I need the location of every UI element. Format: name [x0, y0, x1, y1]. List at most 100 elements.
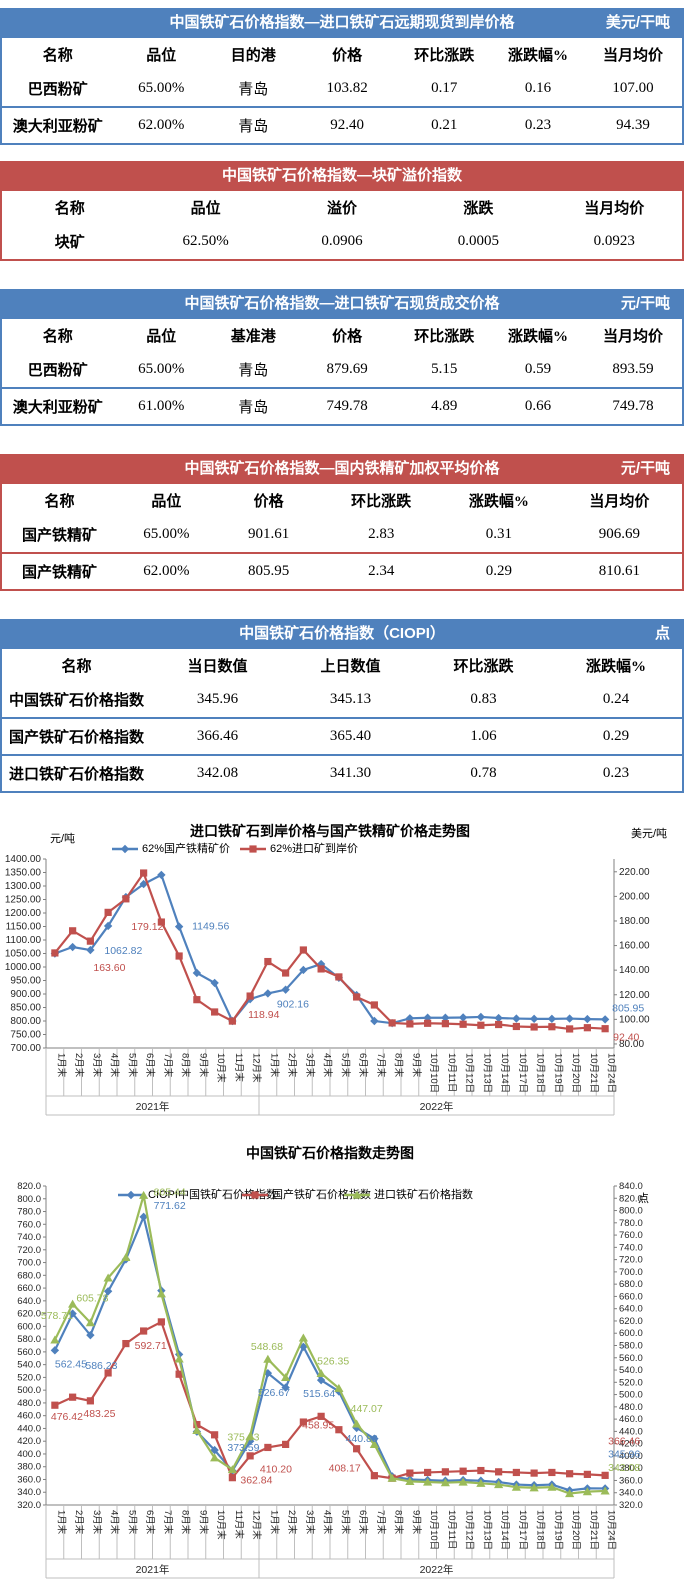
left-axis-tick-label: 900.00 [10, 989, 41, 1000]
right-axis-tick-label: 100.00 [619, 1014, 650, 1025]
header-row: 名称 品位 价格 环比涨跌 涨跌幅% 当月均价 [1, 484, 683, 517]
value-cell: 0.78 [470, 765, 497, 781]
value-cell: 青岛 [238, 82, 269, 98]
right-axis-tick-label: 220.00 [619, 867, 650, 878]
value-cell: 749.78 [612, 398, 654, 414]
left-axis-tick-label: 1250.00 [5, 895, 42, 906]
value-cell: 366.46 [196, 728, 239, 744]
x-axis-tick-label: 9月末 [197, 1053, 209, 1078]
column-header: 名称 [42, 329, 73, 345]
left-axis-tick-label: 1100.00 [6, 935, 42, 946]
legend-label: CIOPI中国铁矿石价格指数 [148, 1187, 277, 1201]
row-name-cell: 国产铁矿石价格指数 [9, 730, 145, 746]
column-header: 价格 [253, 494, 284, 510]
right-axis-tick-label: 400.0 [619, 1451, 643, 1462]
right-axis-tick-label: 200.00 [619, 891, 650, 902]
x-axis-tick-label: 4月末 [109, 1053, 121, 1078]
column-header: 当月均价 [589, 494, 650, 510]
data-point-label: 440.88 [346, 1433, 378, 1445]
data-point-label: 366.46 [608, 1435, 640, 1447]
right-axis-tick-label: 520.0 [619, 1377, 643, 1388]
left-axis-tick-label: 1150.00 [6, 922, 42, 933]
table-title: 中国铁矿石价格指数（CIOPI） [239, 625, 445, 642]
row-name-cell: 澳大利亚粉矿 [12, 119, 103, 135]
column-header: 当月均价 [603, 329, 664, 345]
value-cell: 0.83 [470, 691, 497, 707]
column-header: 名称 [61, 659, 92, 675]
left-axis-tick-label: 760.0 [17, 1219, 41, 1230]
x-axis-tick-label: 10月21日 [588, 1053, 599, 1093]
x-axis-tick-label: 2月末 [286, 1053, 298, 1078]
value-cell: 61.00% [138, 398, 185, 414]
table-row: 巴西粉矿 65.00% 青岛 879.69 5.15 0.59 893.59 [1, 352, 683, 388]
right-axis-tick-label: 560.0 [619, 1353, 643, 1364]
value-cell: 107.00 [612, 80, 654, 96]
column-header: 名称 [54, 201, 85, 217]
x-axis-tick-label: 3月末 [91, 1053, 103, 1078]
value-cell: 0.23 [602, 765, 630, 781]
data-point-label: 458.95 [302, 1419, 334, 1431]
column-header: 环比涨跌 [414, 48, 475, 64]
x-axis-tick-label: 5月末 [126, 1053, 138, 1078]
year-group-label: 2021年 [136, 1100, 170, 1113]
left-axis-tick-label: 600.0 [17, 1321, 41, 1332]
value-cell: 901.61 [248, 526, 290, 542]
data-point-label: 410.20 [260, 1463, 292, 1475]
right-axis-tick-label: 140.00 [619, 965, 650, 976]
left-axis-tick-label: 820.0 [17, 1181, 41, 1192]
table-row: 澳大利亚粉矿 62.00% 青岛 92.40 0.21 0.23 94.39 [1, 107, 683, 144]
column-header: 品位 [146, 329, 177, 345]
year-group-label: 2022年 [420, 1563, 454, 1576]
legend-item: 62%进口矿到岸价 [240, 842, 358, 855]
year-group-label: 2022年 [420, 1100, 454, 1113]
table-unit-label: 元/干吨 [620, 295, 670, 312]
right-axis-tick-label: 360.0 [619, 1475, 643, 1486]
value-cell: 0.59 [524, 361, 552, 377]
legend-label: 62%国产铁精矿价 [142, 841, 230, 855]
right-axis-tick-label: 800.0 [619, 1206, 643, 1217]
value-cell: 906.69 [598, 526, 641, 542]
data-point-label: 578.71 [41, 1310, 73, 1322]
x-axis-tick-label: 10月18日 [535, 1510, 546, 1550]
table-row: 巴西粉矿 65.00% 青岛 103.82 0.17 0.16 107.00 [1, 71, 683, 107]
value-cell: 0.0923 [593, 233, 635, 249]
left-axis-tick-label: 440.0 [17, 1423, 41, 1434]
x-axis-tick-label: 10月24日 [606, 1053, 617, 1093]
x-axis-tick-label: 3月末 [304, 1510, 316, 1535]
value-cell: 1.06 [470, 728, 497, 744]
value-cell: 103.82 [326, 80, 368, 96]
value-cell: 810.61 [598, 563, 641, 579]
data-point-label: 447.07 [351, 1403, 383, 1415]
left-axis-tick-label: 780.0 [17, 1207, 41, 1218]
right-axis-tick-label: 700.0 [619, 1267, 643, 1278]
x-axis-tick-label: 10月21日 [588, 1510, 599, 1550]
x-axis-tick-label: 7月末 [162, 1053, 174, 1078]
x-axis-tick-label: 10月12日 [464, 1053, 475, 1093]
table-title-bar: 中国铁矿石价格指数（CIOPI） 点 [0, 619, 684, 649]
x-axis-tick-label: 1月末 [55, 1053, 67, 1078]
x-axis-tick-label: 11月末 [233, 1510, 245, 1539]
left-axis-tick-label: 420.0 [17, 1436, 41, 1447]
data-point-label: 179.12 [131, 921, 163, 933]
value-cell: 65.00% [138, 80, 185, 96]
value-cell: 893.59 [612, 361, 654, 377]
value-cell: 2.83 [368, 526, 395, 542]
legend-label: 国产铁矿石价格指数 [272, 1187, 371, 1201]
column-header: 名称 [42, 48, 73, 64]
data-point-label: 605.78 [76, 1293, 108, 1305]
x-axis-tick-label: 4月末 [109, 1510, 121, 1535]
table-title: 中国铁矿石价格指数—国内铁精矿加权平均价格 [184, 460, 500, 477]
right-axis-tick-label: 820.0 [619, 1193, 643, 1204]
x-axis-tick-label: 10月末 [215, 1053, 227, 1083]
row-name-cell: 块矿 [54, 235, 85, 251]
value-cell: 0.66 [524, 398, 552, 414]
row-name-cell: 进口铁矿石价格指数 [9, 767, 145, 783]
table-row: 块矿 62.50% 0.0906 0.0005 0.0923 [1, 224, 683, 260]
value-cell: 0.31 [485, 526, 512, 542]
column-header: 价格 [332, 329, 363, 345]
value-cell: 0.24 [602, 691, 630, 707]
series-1 [51, 1318, 609, 1482]
right-axis-tick-label: 740.0 [619, 1242, 643, 1253]
column-header: 目的港 [230, 48, 276, 64]
value-cell: 0.16 [524, 80, 552, 96]
